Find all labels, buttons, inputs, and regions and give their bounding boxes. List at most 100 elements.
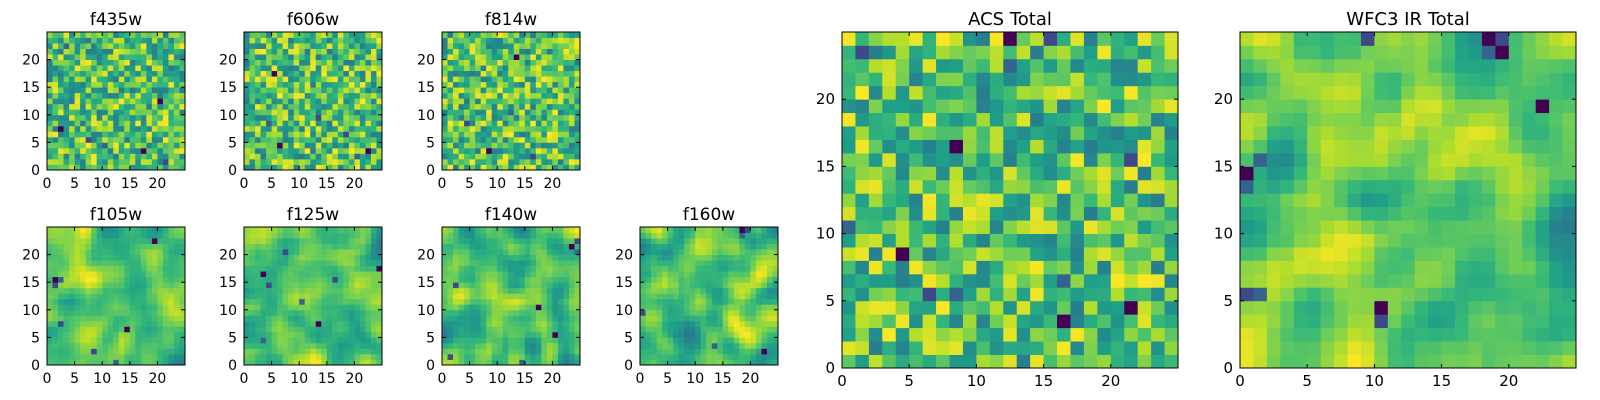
- heatmap-cell: [277, 98, 284, 105]
- heatmap-cell: [949, 233, 964, 248]
- heatmap-cell: [299, 232, 306, 239]
- heatmap-cell: [502, 315, 509, 322]
- heatmap-cell: [157, 125, 164, 132]
- heatmap-cell: [102, 114, 109, 121]
- heatmap-cell: [107, 348, 114, 355]
- heatmap-cell: [475, 326, 482, 333]
- heatmap-cell: [706, 320, 713, 327]
- heatmap-cell: [135, 337, 142, 344]
- heatmap-cell: [293, 32, 300, 38]
- heatmap-cell: [69, 348, 75, 355]
- heatmap-cell: [146, 81, 153, 88]
- heatmap-cell: [74, 120, 81, 127]
- heatmap-cell: [475, 48, 482, 55]
- heatmap-cell: [519, 114, 526, 121]
- heatmap-cell: [244, 32, 250, 38]
- heatmap-cell: [52, 59, 59, 66]
- heatmap-cell: [299, 276, 306, 283]
- heatmap-cell: [85, 287, 92, 294]
- heatmap-cell: [486, 238, 493, 244]
- heatmap-cell: [129, 103, 136, 110]
- heatmap-cell: [80, 315, 87, 322]
- heatmap-cell: [348, 87, 355, 94]
- heatmap-cell: [266, 342, 272, 349]
- heatmap-cell: [271, 232, 278, 239]
- heatmap-cell: [255, 320, 261, 327]
- heatmap-cell: [524, 353, 531, 360]
- heatmap-cell: [922, 152, 937, 167]
- heatmap-cell: [102, 304, 109, 311]
- heatmap-cell: [1003, 179, 1018, 194]
- heatmap-cell: [271, 70, 278, 77]
- heatmap-cell: [458, 238, 465, 244]
- heatmap-cell: [486, 265, 493, 272]
- heatmap-cell: [766, 304, 773, 311]
- heatmap-cell: [58, 287, 64, 294]
- heatmap-cell: [535, 320, 542, 327]
- heatmap-cell: [491, 103, 498, 110]
- heatmap-cell: [337, 92, 344, 99]
- heatmap-cell: [464, 298, 470, 305]
- heatmap-cell: [146, 342, 153, 349]
- heatmap-cell: [326, 158, 333, 165]
- y-tick-label: 15: [417, 80, 435, 96]
- heatmap-cell: [552, 92, 559, 99]
- heatmap-cell: [80, 243, 87, 250]
- heatmap-cell: [63, 342, 70, 349]
- heatmap-cell: [651, 348, 657, 355]
- heatmap-cell: [326, 265, 333, 272]
- heatmap-cell: [282, 98, 289, 105]
- heatmap-cell: [299, 238, 306, 244]
- heatmap-cell: [85, 70, 92, 77]
- x-tick-label: 20: [741, 371, 759, 387]
- heatmap-cell: [568, 260, 575, 267]
- heatmap-cell: [524, 114, 531, 121]
- heatmap-cell: [524, 81, 531, 88]
- heatmap-cell: [376, 315, 383, 322]
- heatmap-cell: [502, 309, 509, 316]
- heatmap-cell: [1151, 220, 1165, 234]
- heatmap-cell: [447, 276, 454, 283]
- heatmap-cell: [304, 315, 311, 322]
- heatmap-cell: [546, 43, 553, 49]
- heatmap-cell: [162, 342, 169, 349]
- heatmap-cell: [151, 320, 158, 327]
- heatmap-cell: [1110, 166, 1125, 181]
- heatmap-cell: [173, 326, 180, 333]
- heatmap-cell: [640, 315, 646, 322]
- heatmap-cell: [80, 147, 87, 154]
- heatmap-cell: [530, 287, 537, 294]
- heatmap-cell: [282, 43, 289, 49]
- heatmap-cell: [475, 59, 482, 66]
- heatmap-cell: [118, 320, 125, 327]
- heatmap-cell: [343, 43, 350, 49]
- heatmap-cell: [157, 348, 164, 355]
- heatmap-cell: [249, 98, 256, 105]
- heatmap-cell: [96, 227, 103, 233]
- heatmap-cell: [173, 164, 180, 171]
- heatmap-cell: [102, 293, 109, 300]
- heatmap-cell: [52, 109, 59, 116]
- heatmap-cell: [244, 254, 250, 261]
- heatmap-cell: [475, 265, 482, 272]
- heatmap-cell: [842, 247, 856, 261]
- heatmap-cell: [1164, 247, 1179, 261]
- heatmap-cell: [293, 287, 300, 294]
- heatmap-cell: [140, 293, 147, 300]
- heatmap-cell: [568, 164, 575, 171]
- heatmap-cell: [140, 153, 147, 160]
- heatmap-cell: [480, 70, 487, 77]
- heatmap-cell: [80, 59, 87, 66]
- heatmap-cell: [519, 315, 526, 322]
- heatmap-cell: [162, 153, 169, 160]
- heatmap-cell: [299, 309, 306, 316]
- heatmap-cell: [717, 287, 724, 294]
- heatmap-cell: [80, 70, 87, 77]
- heatmap-cell: [129, 153, 136, 160]
- heatmap-cell: [519, 164, 526, 171]
- heatmap-cell: [464, 359, 470, 366]
- heatmap-cell: [497, 65, 504, 72]
- heatmap-cell: [255, 103, 261, 110]
- heatmap-cell: [113, 353, 120, 360]
- heatmap-cell: [546, 249, 553, 255]
